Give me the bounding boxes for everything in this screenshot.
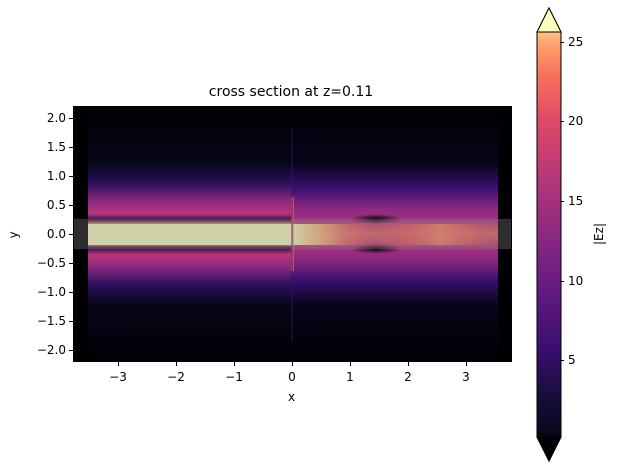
y-tick — [69, 234, 73, 235]
y-tick — [69, 176, 73, 177]
colorbar-tick — [560, 360, 564, 361]
y-axis-label: y — [6, 231, 21, 239]
x-tick-label: −2 — [167, 370, 185, 384]
x-tick-label: 0 — [288, 370, 296, 384]
colorbar-tick — [560, 121, 564, 122]
x-tick-label: −1 — [225, 370, 243, 384]
y-tick-label: −0.5 — [36, 256, 66, 270]
x-tick — [408, 362, 409, 366]
y-tick-label: 1.5 — [46, 140, 66, 154]
y-tick — [69, 350, 73, 351]
y-tick-label: 0.5 — [46, 198, 66, 212]
x-tick — [234, 362, 235, 366]
y-tick — [69, 263, 73, 264]
colorbar-extend-max — [536, 7, 562, 33]
x-tick — [176, 362, 177, 366]
colorbar-tick-label: 15 — [568, 194, 584, 208]
colorbar-label: |Ez| — [591, 223, 606, 245]
y-tick — [69, 147, 73, 148]
colorbar-tick-label: 10 — [568, 274, 584, 288]
x-tick-label: 2 — [404, 370, 412, 384]
x-axis-label: x — [288, 390, 296, 404]
y-tick-label: 0.0 — [46, 227, 66, 241]
colorbar-tick — [560, 201, 564, 202]
colorbar-tick-label: 25 — [568, 35, 584, 49]
y-tick — [69, 321, 73, 322]
colorbar-tick-label: 20 — [568, 114, 584, 128]
colorbar-tick-label: 5 — [568, 353, 576, 367]
y-tick-label: −1.0 — [36, 285, 66, 299]
y-tick — [69, 118, 73, 119]
heatmap-plot-area — [73, 106, 512, 362]
x-tick — [466, 362, 467, 366]
x-tick — [350, 362, 351, 366]
y-tick-label: 1.0 — [46, 169, 66, 183]
x-tick — [118, 362, 119, 366]
field-heatmap — [74, 107, 511, 361]
x-tick-label: 1 — [346, 370, 354, 384]
y-tick-label: 2.0 — [46, 111, 66, 125]
y-tick — [69, 205, 73, 206]
y-tick-label: −1.5 — [36, 314, 66, 328]
colorbar-extend-min — [536, 436, 562, 463]
x-tick-label: −3 — [109, 370, 127, 384]
x-tick — [292, 362, 293, 366]
y-tick — [69, 292, 73, 293]
x-tick-label: 3 — [462, 370, 470, 384]
y-tick-label: −2.0 — [36, 343, 66, 357]
chart-title: cross section at z=0.11 — [208, 84, 374, 100]
colorbar-tick — [560, 281, 564, 282]
waveguide-overlay — [74, 218, 511, 250]
colorbar-tick — [560, 42, 564, 43]
colorbar-gradient — [536, 7, 562, 463]
